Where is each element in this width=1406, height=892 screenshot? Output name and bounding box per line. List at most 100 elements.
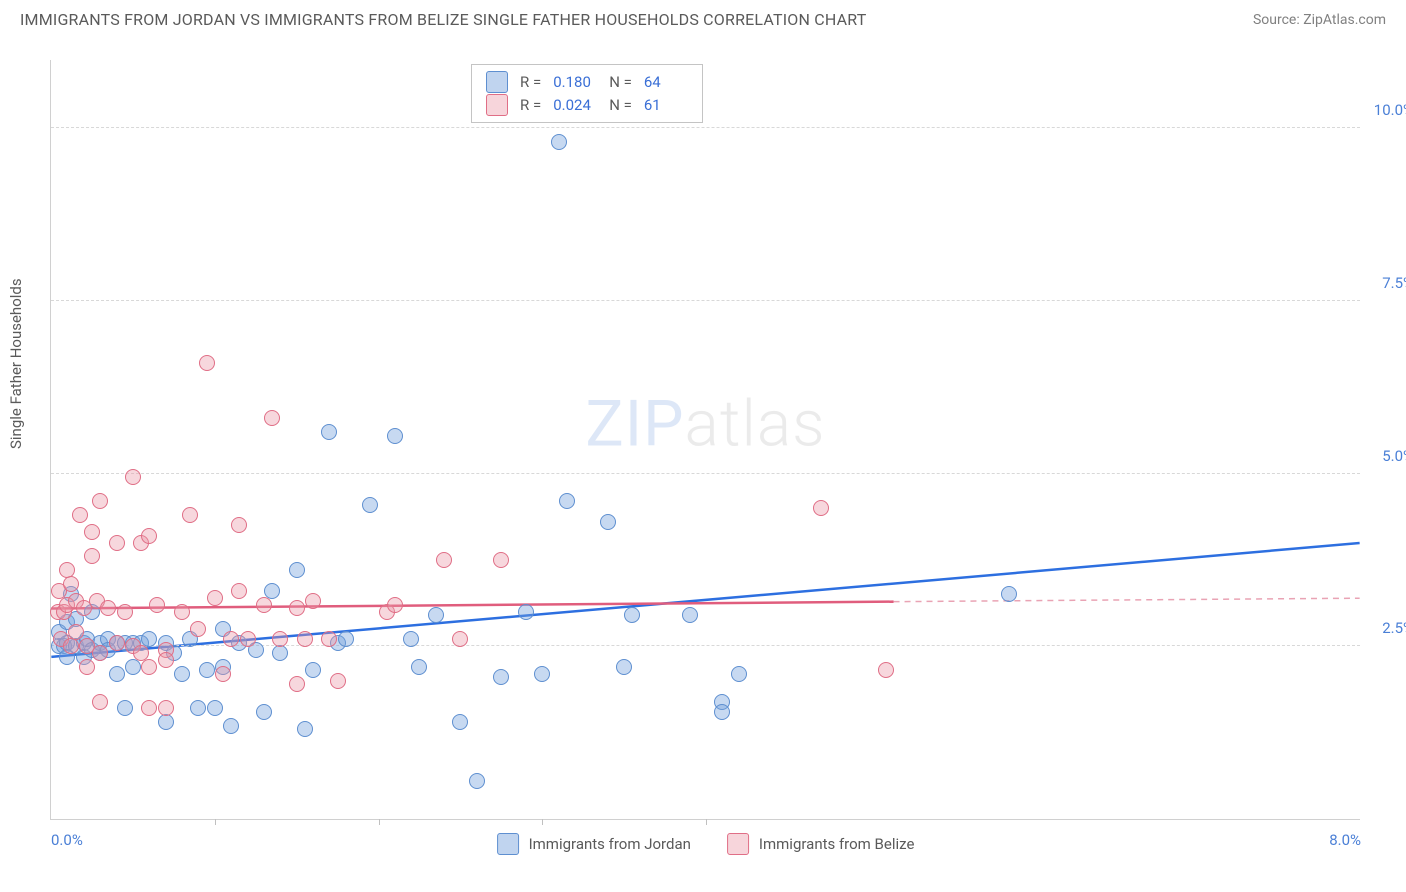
scatter-point-belize <box>125 469 141 485</box>
y-tick-label: 10.0% <box>1374 101 1406 119</box>
legend-label-belize: Immigrants from Belize <box>759 835 915 853</box>
scatter-point-belize <box>100 600 116 616</box>
scatter-point-belize <box>436 552 452 568</box>
scatter-point-belize <box>223 631 239 647</box>
scatter-point-belize <box>297 631 313 647</box>
swatch-belize-icon <box>486 94 508 116</box>
scatter-point-belize <box>109 635 125 651</box>
scatter-point-belize <box>84 548 100 564</box>
scatter-point-belize <box>240 631 256 647</box>
scatter-point-jordan <box>428 607 444 623</box>
scatter-point-jordan <box>452 714 468 730</box>
scatter-point-jordan <box>109 666 125 682</box>
chart-title: IMMIGRANTS FROM JORDAN VS IMMIGRANTS FRO… <box>20 10 867 29</box>
gridline <box>51 473 1360 474</box>
scatter-point-jordan <box>534 666 550 682</box>
r-value-jordan: 0.180 <box>553 71 597 94</box>
scatter-point-jordan <box>338 631 354 647</box>
header: IMMIGRANTS FROM JORDAN VS IMMIGRANTS FRO… <box>0 0 1406 35</box>
scatter-point-jordan <box>125 659 141 675</box>
y-tick-label: 2.5% <box>1382 619 1406 637</box>
scatter-point-belize <box>141 659 157 675</box>
scatter-point-belize <box>813 500 829 516</box>
y-tick-label: 5.0% <box>1382 447 1406 465</box>
scatter-point-belize <box>305 593 321 609</box>
scatter-point-jordan <box>714 704 730 720</box>
swatch-jordan-icon <box>497 833 519 855</box>
swatch-belize-icon <box>727 833 749 855</box>
scatter-point-belize <box>92 493 108 509</box>
scatter-point-belize <box>330 673 346 689</box>
n-label-2: N = <box>609 94 632 117</box>
trend-lines-layer <box>51 60 1360 819</box>
scatter-point-belize <box>321 631 337 647</box>
scatter-point-jordan <box>256 704 272 720</box>
scatter-point-jordan <box>199 662 215 678</box>
watermark-bold: ZIP <box>585 387 684 462</box>
r-value-belize: 0.024 <box>553 94 597 117</box>
swatch-jordan-icon <box>486 71 508 93</box>
scatter-point-belize <box>207 590 223 606</box>
scatter-point-jordan <box>223 718 239 734</box>
scatter-point-jordan <box>289 562 305 578</box>
scatter-point-jordan <box>493 669 509 685</box>
scatter-point-jordan <box>469 773 485 789</box>
trend-line <box>894 598 1360 601</box>
scatter-point-jordan <box>518 604 534 620</box>
y-tick-label: 7.5% <box>1382 274 1406 292</box>
scatter-point-jordan <box>272 645 288 661</box>
scatter-point-belize <box>63 576 79 592</box>
chart-plot-area: ZIPatlas R = 0.180 N = 64 R = 0.024 N = … <box>50 60 1360 820</box>
scatter-point-belize <box>63 638 79 654</box>
scatter-point-jordan <box>559 493 575 509</box>
scatter-point-jordan <box>117 700 133 716</box>
scatter-point-jordan <box>362 497 378 513</box>
scatter-point-jordan <box>297 721 313 737</box>
watermark: ZIPatlas <box>585 387 825 462</box>
scatter-point-jordan <box>305 662 321 678</box>
scatter-point-belize <box>84 524 100 540</box>
x-tick <box>379 819 380 825</box>
x-tick <box>706 819 707 825</box>
scatter-point-belize <box>117 604 133 620</box>
scatter-point-belize <box>256 597 272 613</box>
x-tick <box>215 819 216 825</box>
scatter-point-jordan <box>682 607 698 623</box>
scatter-point-jordan <box>321 424 337 440</box>
scatter-point-jordan <box>624 607 640 623</box>
legend-stats-row-jordan: R = 0.180 N = 64 <box>486 71 688 94</box>
x-tick-label: 0.0% <box>51 831 83 849</box>
scatter-point-belize <box>231 583 247 599</box>
scatter-point-jordan <box>731 666 747 682</box>
scatter-point-belize <box>79 659 95 675</box>
legend-item-jordan: Immigrants from Jordan <box>497 833 691 855</box>
n-value-jordan: 64 <box>644 71 688 94</box>
scatter-point-belize <box>231 517 247 533</box>
scatter-point-belize <box>215 666 231 682</box>
scatter-point-belize <box>72 507 88 523</box>
watermark-thin: atlas <box>685 387 826 462</box>
scatter-point-belize <box>92 645 108 661</box>
scatter-point-belize <box>493 552 509 568</box>
scatter-point-jordan <box>207 700 223 716</box>
scatter-point-belize <box>141 700 157 716</box>
scatter-point-jordan <box>174 666 190 682</box>
r-label: R = <box>520 71 541 94</box>
legend-item-belize: Immigrants from Belize <box>727 833 915 855</box>
scatter-point-belize <box>141 528 157 544</box>
scatter-point-belize <box>174 604 190 620</box>
scatter-point-jordan <box>1001 586 1017 602</box>
legend-stats-row-belize: R = 0.024 N = 61 <box>486 94 688 117</box>
scatter-point-belize <box>92 694 108 710</box>
legend-label-jordan: Immigrants from Jordan <box>529 835 691 853</box>
scatter-point-jordan <box>600 514 616 530</box>
scatter-point-belize <box>199 355 215 371</box>
x-tick <box>542 819 543 825</box>
scatter-point-belize <box>190 621 206 637</box>
scatter-point-belize <box>289 600 305 616</box>
r-label-2: R = <box>520 94 541 117</box>
scatter-point-belize <box>272 631 288 647</box>
scatter-point-jordan <box>387 428 403 444</box>
scatter-point-belize <box>158 652 174 668</box>
scatter-point-belize <box>452 631 468 647</box>
